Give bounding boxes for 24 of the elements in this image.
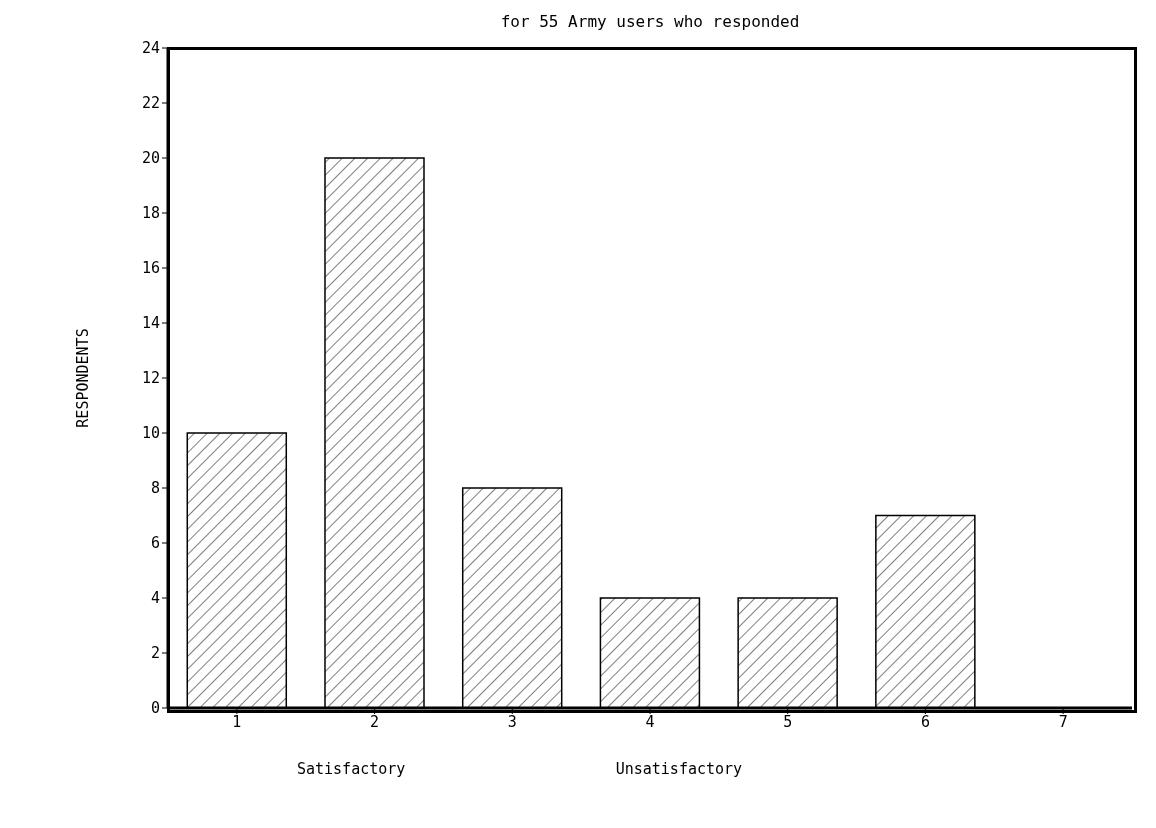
y-tick-label: 4 [150, 589, 160, 608]
y-tick-label: 12 [141, 369, 160, 388]
y-tick-label: 14 [141, 314, 160, 333]
y-tick-label: 0 [150, 699, 160, 718]
y-tick-label: 8 [150, 479, 160, 498]
y-tick-label: 18 [141, 204, 160, 223]
y-axis-title: RESPONDENTS [74, 328, 93, 428]
x-tick-label: 1 [232, 712, 242, 731]
y-tick-label: 10 [141, 424, 160, 443]
y-tick-label: 2 [150, 644, 160, 663]
x-tick-label: 4 [645, 712, 655, 731]
y-tick-label: 6 [150, 534, 160, 553]
y-tick-label: 22 [141, 94, 160, 113]
x-tick-label: 6 [920, 712, 930, 731]
y-tick-label: 24 [141, 39, 160, 58]
y-tick-label: 16 [141, 259, 160, 278]
x-tick-label: 3 [507, 712, 517, 731]
text: Satisfactory [295, 760, 407, 778]
x-tick-label: 7 [1058, 712, 1068, 731]
text: Unsatisfactory [614, 760, 744, 778]
x-tick-label: 5 [783, 712, 793, 731]
x-tick-label: 2 [370, 712, 380, 731]
y-tick-label: 20 [141, 149, 160, 168]
chart-title: for 55 Army users who responded [499, 12, 801, 31]
